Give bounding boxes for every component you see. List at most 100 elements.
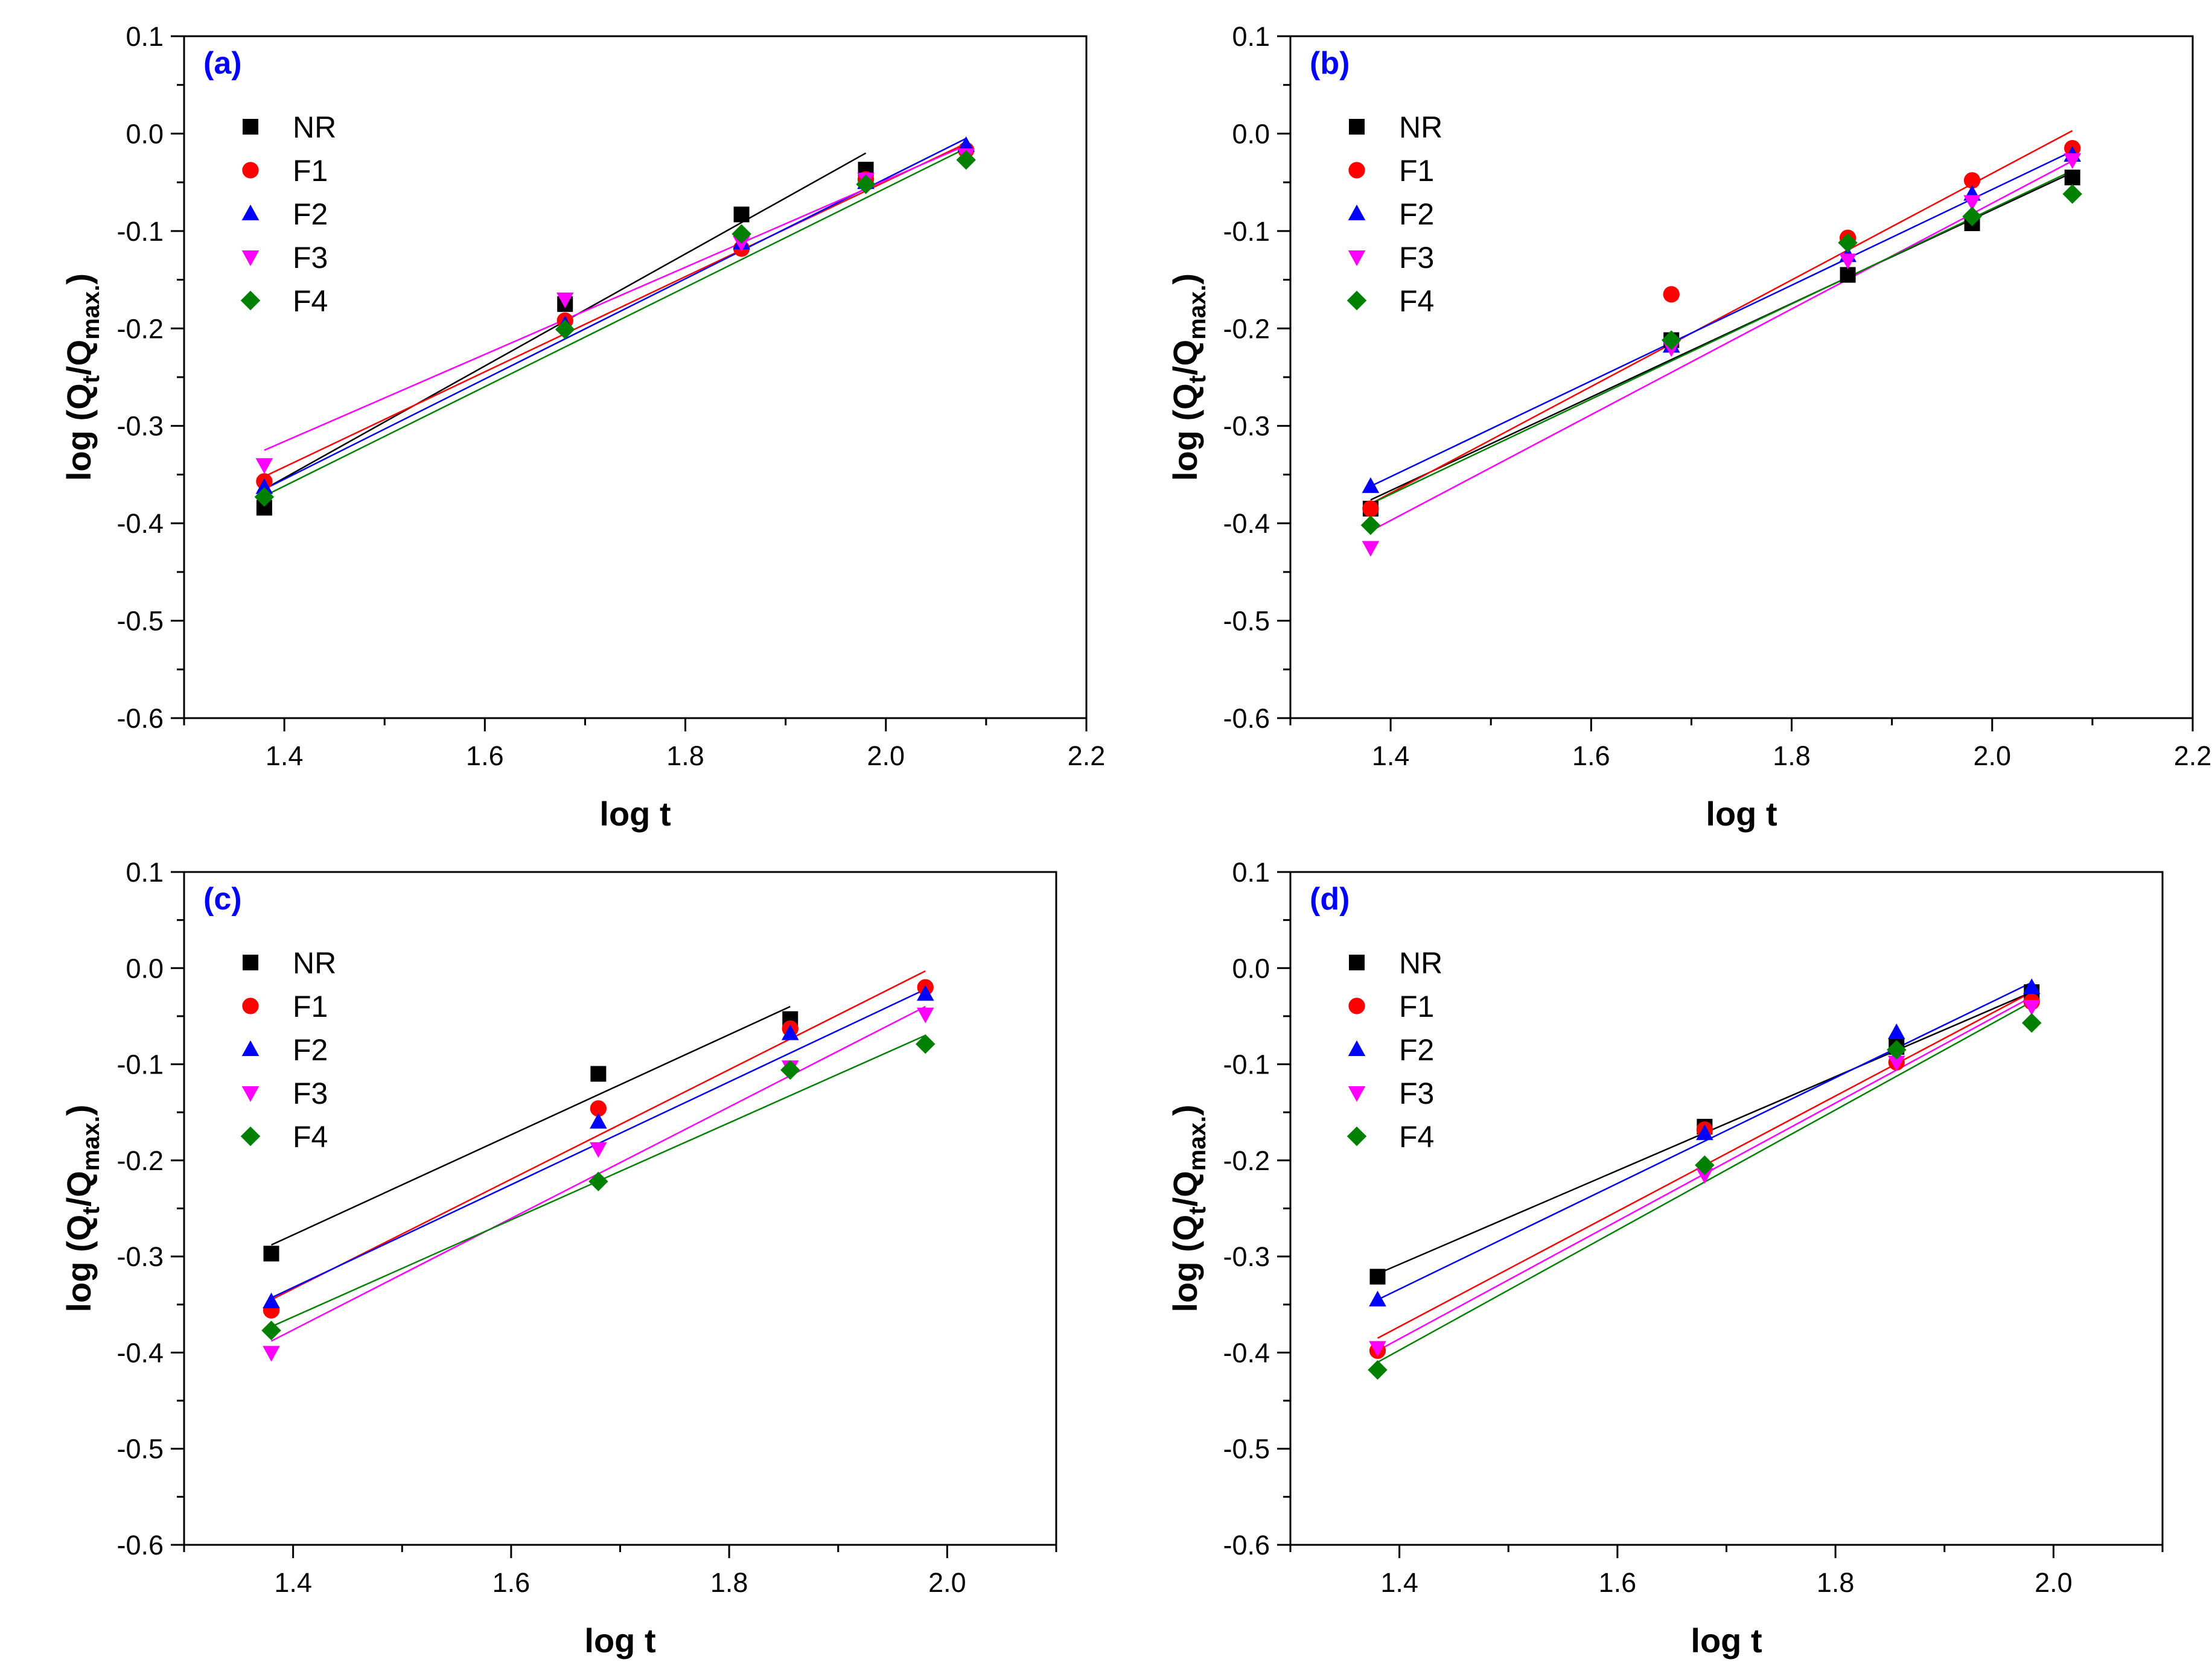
y-tick-label: -0.5 [116,606,164,637]
data-point-f1 [1663,286,1680,303]
fit-line-f1 [264,142,967,477]
y-tick-label: -0.5 [1223,606,1270,637]
legend-marker-f1 [242,162,259,179]
y-tick-label: -0.6 [116,1530,164,1561]
data-point-f4 [1360,515,1381,535]
y-tick-label: 0.1 [1232,857,1270,888]
legend-label-f4: F4 [1399,1120,1434,1154]
legend-label-f1: F1 [1399,990,1434,1023]
data-point-f2 [1369,1290,1386,1306]
y-tick-label: 0.0 [1232,953,1270,984]
x-tick-label: 1.6 [492,1567,531,1598]
legend-label-f1: F1 [293,990,328,1023]
y-tick-label: -0.6 [1223,1530,1270,1561]
legend-label-nr: NR [1399,110,1442,144]
legend-marker-f2 [1348,205,1366,221]
x-tick-label: 1.8 [1773,740,1811,771]
y-tick-label: -0.4 [116,1337,164,1368]
data-point-f4 [254,487,275,507]
fit-line-f3 [1370,160,2073,532]
x-tick-label: 1.4 [266,740,304,771]
data-point-f2 [1696,1124,1713,1141]
data-point-f4 [856,174,876,194]
fit-line-f2 [1370,150,2073,487]
legend-marker-f2 [1348,1040,1366,1057]
legend-marker-f4 [1347,1126,1367,1147]
legend-marker-f3 [1348,1086,1366,1102]
legend-label-f2: F2 [293,1033,328,1067]
data-point-f2 [2022,978,2041,994]
data-point-f4 [1887,1040,1907,1060]
data-point-f4 [1695,1155,1715,1176]
data-point-f2 [957,136,975,152]
legend-label-f3: F3 [1399,241,1434,275]
y-tick-label: -0.1 [1223,216,1270,247]
y-axis-label: log (Qt/Qmax.) [1166,1104,1211,1312]
data-point-f1 [590,1100,607,1117]
fit-line-f4 [264,147,967,497]
data-point-nr [590,1066,607,1082]
data-point-f4 [956,150,976,170]
fit-line-f1 [270,970,926,1300]
legend-label-f2: F2 [1399,197,1434,231]
data-point-f3 [556,292,574,308]
data-point-f4 [780,1060,800,1080]
legend-marker-nr [243,955,258,970]
y-tick-label: -0.3 [116,1241,164,1272]
legend-marker-f2 [241,1040,260,1057]
legend-label-f3: F3 [1399,1077,1434,1110]
data-point-f3 [255,458,273,474]
data-point-f3 [1963,195,1981,211]
x-tick-label: 2.2 [2174,740,2212,771]
x-axis-label: log t [599,795,671,833]
data-point-nr [2064,170,2080,186]
x-tick-label: 1.4 [274,1567,312,1598]
y-tick-label: -0.3 [116,411,164,442]
x-tick-label: 1.4 [1372,740,1410,771]
x-tick-label: 1.6 [1599,1567,1637,1598]
data-point-f4 [916,1034,935,1054]
legend-marker-f3 [241,1086,260,1102]
panel-label: (b) [1310,46,1350,81]
legend-marker-f3 [241,250,260,266]
y-tick-label: -0.1 [1223,1049,1270,1080]
y-tick-label: 0.1 [1232,21,1270,52]
x-tick-label: 2.0 [928,1567,966,1598]
fit-line-nr [270,1005,791,1246]
fit-line-f3 [264,144,967,451]
legend-marker-f3 [1348,250,1366,266]
y-tick-label: 0.0 [126,118,164,149]
legend-marker-f4 [240,1126,261,1147]
legend-label-nr: NR [1399,946,1442,980]
legend-label-f3: F3 [293,241,328,275]
x-tick-label: 1.8 [666,740,704,771]
data-point-f2 [590,1113,607,1129]
y-tick-label: -0.2 [116,1145,164,1176]
data-point-f3 [1362,541,1380,557]
data-point-f4 [261,1320,281,1341]
fit-line-nr [1370,171,2073,501]
y-tick-label: -0.2 [116,313,164,344]
y-axis-label: log (Qt/Qmax.) [60,273,104,481]
y-tick-label: 0.1 [126,857,164,888]
data-point-f3 [1839,253,1857,270]
data-point-f4 [731,224,751,244]
legend-label-f1: F1 [293,154,328,188]
data-point-f3 [2064,153,2081,169]
data-point-f3 [2022,999,2041,1016]
legend-label-f2: F2 [1399,1033,1434,1067]
x-tick-label: 2.0 [2035,1567,2073,1598]
data-point-f2 [1887,1023,1905,1040]
data-point-f3 [1696,1168,1713,1184]
y-tick-label: -0.6 [1223,703,1270,734]
legend-marker-f1 [1348,998,1365,1014]
data-point-f4 [2022,1013,2042,1033]
legend-label-nr: NR [293,110,336,144]
legend-marker-f1 [242,998,259,1014]
data-point-f1 [1963,172,1981,189]
y-tick-label: -0.5 [116,1434,164,1465]
x-axis-label: log t [1706,795,1777,833]
chart-panel-c: 1.4 1.6 1.8 2.0 -0.6 -0.5 -0.4 -0.3 -0.2 -0.1 0.0 0… [60,857,1057,1659]
data-point-f2 [1362,477,1380,493]
